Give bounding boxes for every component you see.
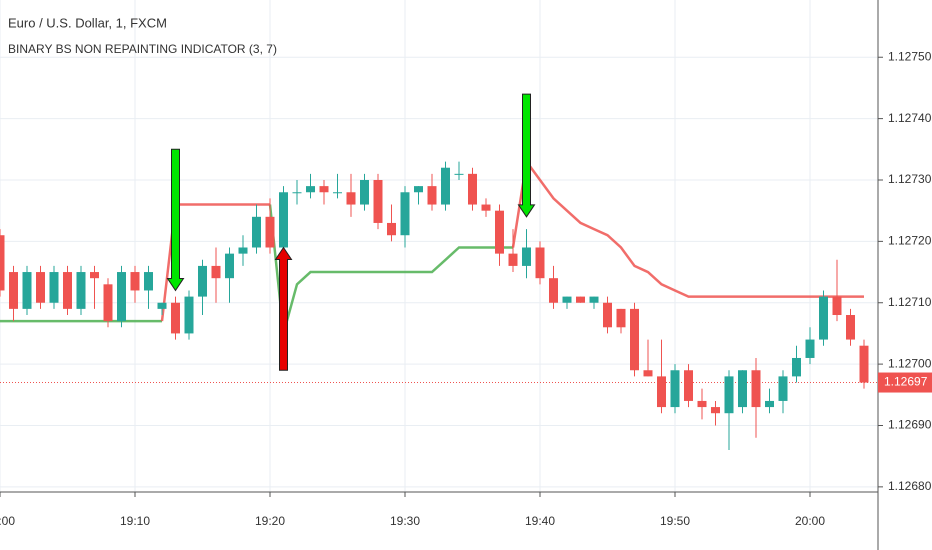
x-tick-label: 20:00 — [795, 514, 825, 528]
candle-body — [657, 376, 666, 408]
candle-body — [292, 192, 302, 194]
y-tick-label: 1.12710 — [888, 295, 932, 309]
candle-body — [751, 370, 761, 408]
candle-body — [157, 302, 167, 309]
y-tick-label: 1.12700 — [888, 356, 932, 370]
candle-body — [535, 247, 545, 279]
candle-body — [333, 192, 342, 194]
x-tick-label: 19:40 — [525, 514, 555, 528]
y-tick-label: 1.12730 — [888, 172, 932, 186]
x-tick-label: 19:20 — [255, 514, 285, 528]
candle-body — [306, 186, 315, 193]
candle-body — [859, 345, 869, 383]
last-price-box — [878, 372, 932, 393]
candle-body — [684, 370, 693, 401]
candle-body — [576, 296, 585, 303]
candle-body — [211, 265, 221, 279]
candle-body — [643, 370, 653, 377]
x-tick-label: 19:50 — [660, 514, 690, 528]
candle-body — [454, 173, 464, 175]
candle-body — [441, 167, 450, 205]
candle-body — [36, 272, 45, 303]
candle-body — [238, 247, 248, 254]
x-tick-label: 19:10 — [120, 514, 150, 528]
candle-body — [387, 222, 396, 236]
candle-body — [468, 173, 477, 205]
candle-body — [90, 272, 99, 279]
candle-body — [522, 247, 531, 266]
candle-body — [711, 407, 720, 414]
y-tick-label: 1.12740 — [888, 111, 932, 125]
axes: 1.12680 1.12690 1.12700 1.12710 1.12720 1.127… — [0, 49, 932, 528]
y-tick-label: 1.12720 — [888, 234, 932, 248]
candle-body — [373, 179, 383, 223]
candle-body — [198, 265, 207, 297]
candle-body — [225, 253, 234, 279]
indicator-title: BINARY BS NON REPAINTING INDICATOR (3, 7… — [8, 42, 277, 56]
y-tick-label: 1.12680 — [888, 479, 932, 493]
candle-body — [819, 296, 828, 340]
candle-body — [562, 296, 572, 303]
candle-body — [184, 296, 194, 334]
candle-body — [346, 192, 356, 205]
candle-body — [171, 302, 180, 334]
candle-body — [792, 357, 801, 377]
buy-arrow — [274, 246, 293, 371]
candle-body — [670, 370, 680, 408]
candle-body — [549, 278, 558, 303]
candle-body — [765, 400, 774, 408]
candle-body — [63, 272, 72, 309]
candle-body — [265, 216, 275, 248]
support-line — [0, 204, 513, 334]
candle-body — [400, 192, 410, 236]
candle-body — [117, 272, 126, 322]
candle-body — [778, 376, 788, 401]
candle-body — [414, 186, 423, 193]
candle-body — [279, 192, 288, 248]
sell-arrow — [166, 148, 185, 292]
chart-title: Euro / U.S. Dollar, 1, FXCM — [8, 15, 167, 30]
x-tick-label: 19:30 — [390, 514, 420, 528]
candle-body — [22, 272, 32, 309]
candle-body — [832, 296, 842, 316]
candle-body — [427, 186, 437, 205]
candle-body — [0, 235, 5, 291]
candle-body — [360, 179, 369, 205]
sell-arrow — [517, 93, 536, 218]
candle-body — [252, 216, 261, 248]
candle-body — [319, 186, 329, 193]
y-tick-label: 1.12690 — [888, 418, 932, 432]
candle-body — [724, 376, 734, 414]
plot-area — [0, 93, 878, 451]
candle-body — [76, 272, 86, 309]
candle-body — [805, 339, 815, 358]
candle-body — [630, 308, 639, 371]
candle-body — [144, 272, 153, 291]
last-price-label: 1.12697 — [884, 375, 928, 389]
candle-body — [49, 272, 59, 303]
candle-body — [103, 284, 113, 322]
candle-body — [481, 204, 491, 211]
candle-body — [589, 296, 599, 303]
candle-body — [603, 302, 612, 328]
candle-body — [130, 272, 140, 291]
candle-body — [508, 253, 518, 266]
candle-body — [495, 210, 504, 254]
candle-body — [9, 272, 18, 309]
candle-body — [738, 370, 747, 408]
x-tick-label: 19:00 — [0, 514, 15, 528]
candle-body — [697, 400, 707, 408]
y-tick-label: 1.12750 — [888, 49, 932, 63]
candle-body — [846, 315, 855, 340]
candle-body — [616, 308, 626, 328]
